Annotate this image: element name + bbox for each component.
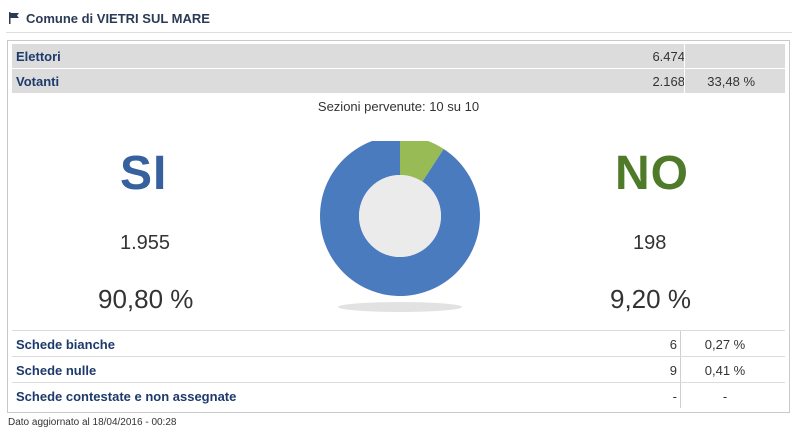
column-divider [684,69,685,93]
summary-value: 2.168 [652,74,685,89]
details-value: 6 [669,337,677,352]
summary-label: Votanti [16,74,60,89]
details-row-nulle: Schede nulle 9 0,41 % [12,356,785,382]
details-value: 9 [669,363,677,378]
details-percent: 0,41 % [704,363,746,378]
page-title: Comune di VIETRI SUL MARE [26,10,210,26]
sezioni-pervenute: Sezioni pervenute: 10 su 10 [317,99,480,114]
donut-slice-no [400,136,444,182]
header-divider [6,32,792,33]
donut-shadow [338,302,462,312]
results-panel: Elettori 6.474 Votanti 2.168 33,48 % Sez… [7,40,790,413]
column-divider [684,44,685,68]
summary-label: Elettori [16,49,61,64]
donut-hole [359,175,441,257]
summary-value: 6.474 [652,49,685,64]
details-label: Schede bianche [16,337,115,352]
summary-row-elettori: Elettori 6.474 [12,44,785,69]
column-divider [680,357,681,382]
no-count: 198 [633,232,667,254]
si-label: SI [120,147,168,200]
no-percent: 9,20 % [610,284,691,314]
details-label: Schede nulle [16,363,97,378]
details-label: Schede contestate e non assegnate [16,389,237,404]
details-percent: 0,27 % [704,337,746,352]
summary-percent: 33,48 % [707,74,755,89]
column-divider [680,383,681,408]
donut-chart [320,136,480,321]
column-divider [680,331,681,356]
details-table: Schede bianche 6 0,27 % Schede nulle 9 0… [12,330,785,408]
donut-slice-si [320,136,480,296]
no-label: NO [615,147,689,200]
details-row-bianche: Schede bianche 6 0,27 % [12,330,785,356]
details-value: - [672,389,677,404]
si-count: 1.955 [120,232,171,254]
si-percent: 90,80 % [98,284,194,314]
flag-icon [9,12,19,24]
last-updated: Dato aggiornato al 18/04/2016 - 00:28 [8,417,177,428]
details-row-contestate: Schede contestate e non assegnate - - [12,382,785,408]
details-percent: - [722,389,728,404]
page-header: Comune di VIETRI SUL MARE [8,8,210,28]
summary-row-votanti: Votanti 2.168 33,48 % [12,69,785,94]
summary-table: Elettori 6.474 Votanti 2.168 33,48 % [12,44,785,94]
